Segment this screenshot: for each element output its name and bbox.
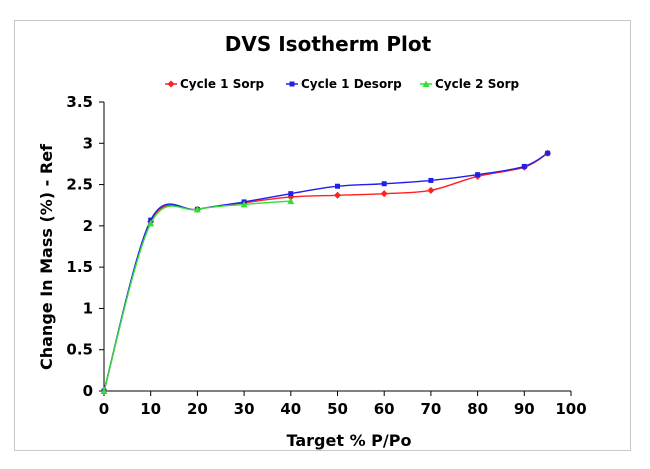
x-tick-label: 30: [234, 400, 255, 418]
legend: Cycle 1 Sorp Cycle 1 Desorp Cycle 2 Sorp: [165, 77, 520, 91]
series-line: [103, 152, 549, 392]
legend-item: Cycle 1 Sorp: [165, 77, 265, 91]
legend-label: Cycle 2 Sorp: [435, 77, 520, 91]
series-layer: [100, 149, 552, 395]
legend-item: Cycle 2 Sorp: [420, 77, 520, 91]
data-point: [427, 186, 435, 194]
legend-marker: [289, 81, 295, 87]
x-tick-label: 60: [374, 400, 395, 418]
y-tick-label: 3.5: [66, 93, 93, 111]
axes: 0 10 20 30 40 50 60 70 80 90 100 0 0.5 1 1.5 2 2.5 3 3.5: [66, 93, 586, 418]
data-point: [381, 181, 387, 187]
y-tick-label: 3: [83, 134, 93, 152]
x-tick-label: 100: [555, 400, 586, 418]
data-point: [335, 183, 340, 189]
data-point: [380, 190, 388, 198]
x-tick-label: 70: [420, 400, 441, 418]
legend-item: Cycle 1 Desorp: [286, 77, 402, 91]
x-tick-label: 50: [327, 400, 348, 418]
legend-label: Cycle 1 Desorp: [301, 77, 402, 91]
data-point: [545, 150, 551, 156]
series-3: [100, 197, 295, 394]
chart-title: DVS Isotherm Plot: [225, 32, 432, 56]
series-2: [101, 150, 551, 394]
data-point: [288, 191, 294, 197]
data-point: [287, 197, 295, 205]
data-point: [100, 387, 108, 394]
y-tick-label: 2.5: [66, 176, 93, 194]
isotherm-chart: DVS Isotherm Plot Cycle 1 Sorp Cycle 1 De…: [37, 32, 587, 450]
chart-frame: DVS Isotherm Plot Cycle 1 Sorp Cycle 1 De…: [14, 20, 631, 451]
legend-label: Cycle 1 Sorp: [180, 77, 265, 91]
legend-marker: [167, 80, 175, 88]
data-point: [240, 200, 248, 208]
y-tick-label: 0: [83, 382, 93, 400]
series-line: [103, 200, 291, 392]
y-axis-label: Change In Mass (%) - Ref: [37, 143, 56, 370]
x-tick-label: 40: [280, 400, 301, 418]
series-1: [100, 149, 552, 395]
data-point: [334, 191, 341, 199]
data-point: [428, 177, 434, 183]
x-tick-label: 0: [99, 400, 109, 418]
x-axis-label: Target % P/Po: [287, 431, 412, 450]
x-tick-label: 90: [514, 400, 535, 418]
y-tick-label: 0.5: [66, 341, 93, 359]
series-line: [103, 152, 549, 392]
x-tick-label: 80: [467, 400, 488, 418]
data-point: [475, 172, 481, 178]
data-point: [147, 219, 155, 227]
legend-marker: [422, 80, 430, 87]
x-tick-label: 10: [140, 400, 161, 418]
x-ticks: 0 10 20 30 40 50 60 70 80 90 100: [99, 391, 587, 418]
y-ticks: 0 0.5 1 1.5 2 2.5 3 3.5: [66, 93, 104, 400]
y-tick-label: 2: [83, 217, 93, 235]
data-point: [521, 163, 527, 169]
x-tick-label: 20: [187, 400, 208, 418]
data-point: [193, 205, 201, 213]
y-tick-label: 1: [83, 299, 93, 317]
y-tick-label: 1.5: [66, 258, 93, 276]
